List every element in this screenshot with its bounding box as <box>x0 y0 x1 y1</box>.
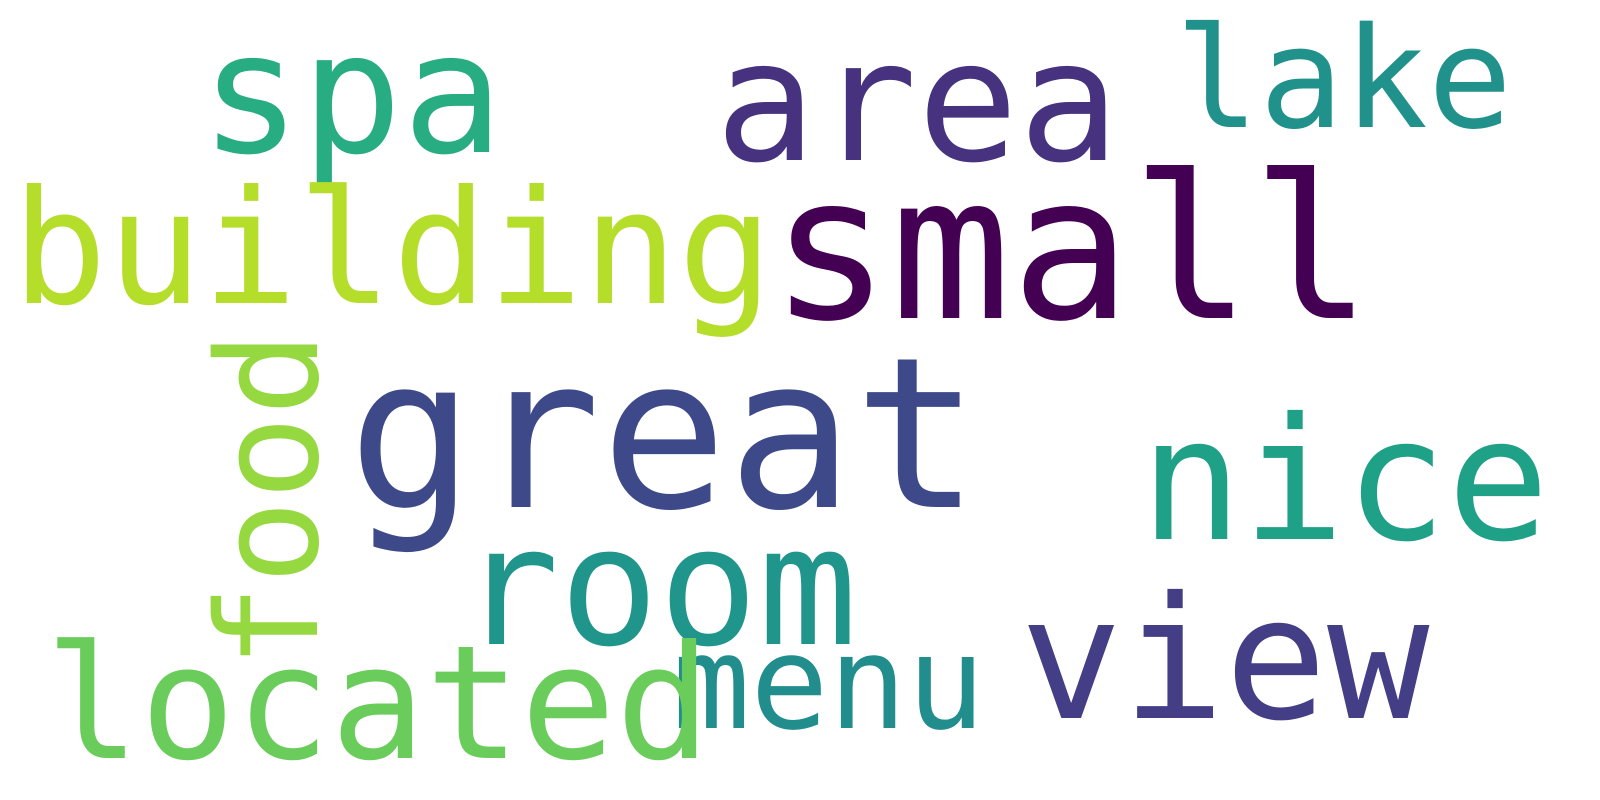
word-view: view <box>1020 561 1430 759</box>
word-building: building <box>12 157 773 341</box>
word-located: located <box>45 612 711 796</box>
word-lake: lake <box>1175 0 1513 161</box>
word-spa: spa <box>200 0 504 192</box>
word-area: area <box>715 4 1120 200</box>
word-small: small <box>770 133 1373 366</box>
word-room: room <box>460 491 858 683</box>
word-nice: nice <box>1140 382 1550 580</box>
word-great: great <box>348 312 981 557</box>
word-menu: menu <box>672 607 986 759</box>
